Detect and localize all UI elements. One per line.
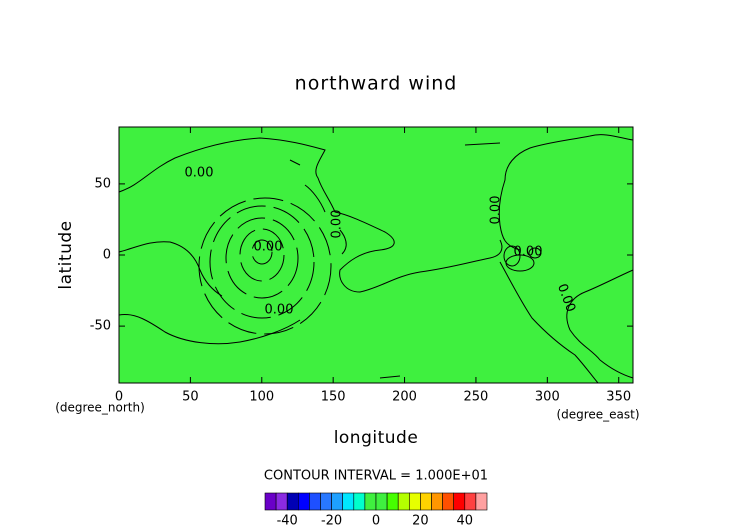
colorbar-tick-label: -20	[321, 514, 342, 529]
colorbar-bin	[375, 492, 388, 511]
contour-line	[251, 239, 273, 265]
x-tick-label: 0	[115, 390, 123, 405]
colorbar-tick-label: -40	[277, 514, 298, 529]
x-tick-label: 200	[392, 390, 417, 405]
colorbar-bin	[264, 492, 277, 511]
colorbar-bin	[475, 492, 488, 511]
x-axis-label: longitude	[334, 428, 419, 448]
contour-line	[198, 197, 332, 335]
colorbar-bin	[431, 492, 443, 511]
x-tick-label: 150	[321, 390, 346, 405]
colorbar-bin	[386, 492, 399, 511]
colorbar-tick-label: 20	[412, 514, 429, 529]
colorbar-bin	[320, 492, 332, 511]
contour-label: 0.00	[254, 240, 283, 255]
colorbar-bin	[408, 492, 421, 511]
contour-line	[499, 261, 599, 384]
contour-line	[379, 142, 501, 379]
y-tick-label: 0	[103, 248, 111, 263]
contour-line	[503, 245, 521, 267]
contour-line	[118, 241, 223, 297]
colorbar-bin	[342, 492, 355, 511]
colorbar-bin	[397, 492, 410, 511]
colorbar-tick-label: 0	[372, 514, 380, 529]
colorbar-bin	[453, 492, 466, 511]
contour-label: 0.00	[514, 245, 543, 260]
colorbar-bin	[297, 492, 310, 511]
contour-label: 0.00	[265, 303, 294, 318]
x-tick-label: 250	[464, 390, 489, 405]
contour-label: 0.00	[330, 210, 345, 239]
x-unit: (degree_east)	[556, 408, 639, 422]
contour-line	[566, 269, 634, 379]
contour-interval: CONTOUR INTERVAL = 1.000E+01	[264, 469, 488, 484]
contour-label: 0.00	[185, 166, 214, 181]
x-tick-label: 350	[606, 390, 631, 405]
contour-line	[225, 217, 299, 299]
field	[119, 127, 633, 383]
contour-line	[498, 134, 634, 251]
colorbar-bin	[309, 492, 321, 511]
x-tick-label: 50	[182, 390, 199, 405]
colorbar-bin	[286, 492, 299, 511]
colorbar-bin	[275, 492, 288, 511]
colorbar-bin	[420, 492, 432, 511]
colorbar-bin	[331, 492, 344, 511]
contour-line	[289, 159, 347, 255]
y-axis-label: latitude	[56, 220, 76, 289]
colorbar-bin	[353, 492, 366, 511]
colorbar-tick-label: 40	[457, 514, 474, 529]
colorbar-bin	[464, 492, 477, 511]
contour-line	[209, 205, 315, 319]
colorbar-bin	[442, 492, 455, 511]
x-tick-label: 300	[535, 390, 560, 405]
contour-line	[239, 228, 285, 282]
contour-line	[505, 254, 535, 272]
colorbar-bin	[364, 492, 377, 511]
contour-line	[118, 313, 301, 345]
y-tick-label: 50	[94, 176, 111, 191]
contour-label: 0.00	[489, 196, 504, 225]
contour-line	[118, 137, 503, 293]
x-tick-label: 100	[249, 390, 274, 405]
y-unit: (degree_north)	[55, 401, 145, 415]
y-tick-label: -50	[90, 319, 111, 334]
chart-title: northward wind	[295, 73, 458, 95]
contour-line	[528, 247, 542, 259]
